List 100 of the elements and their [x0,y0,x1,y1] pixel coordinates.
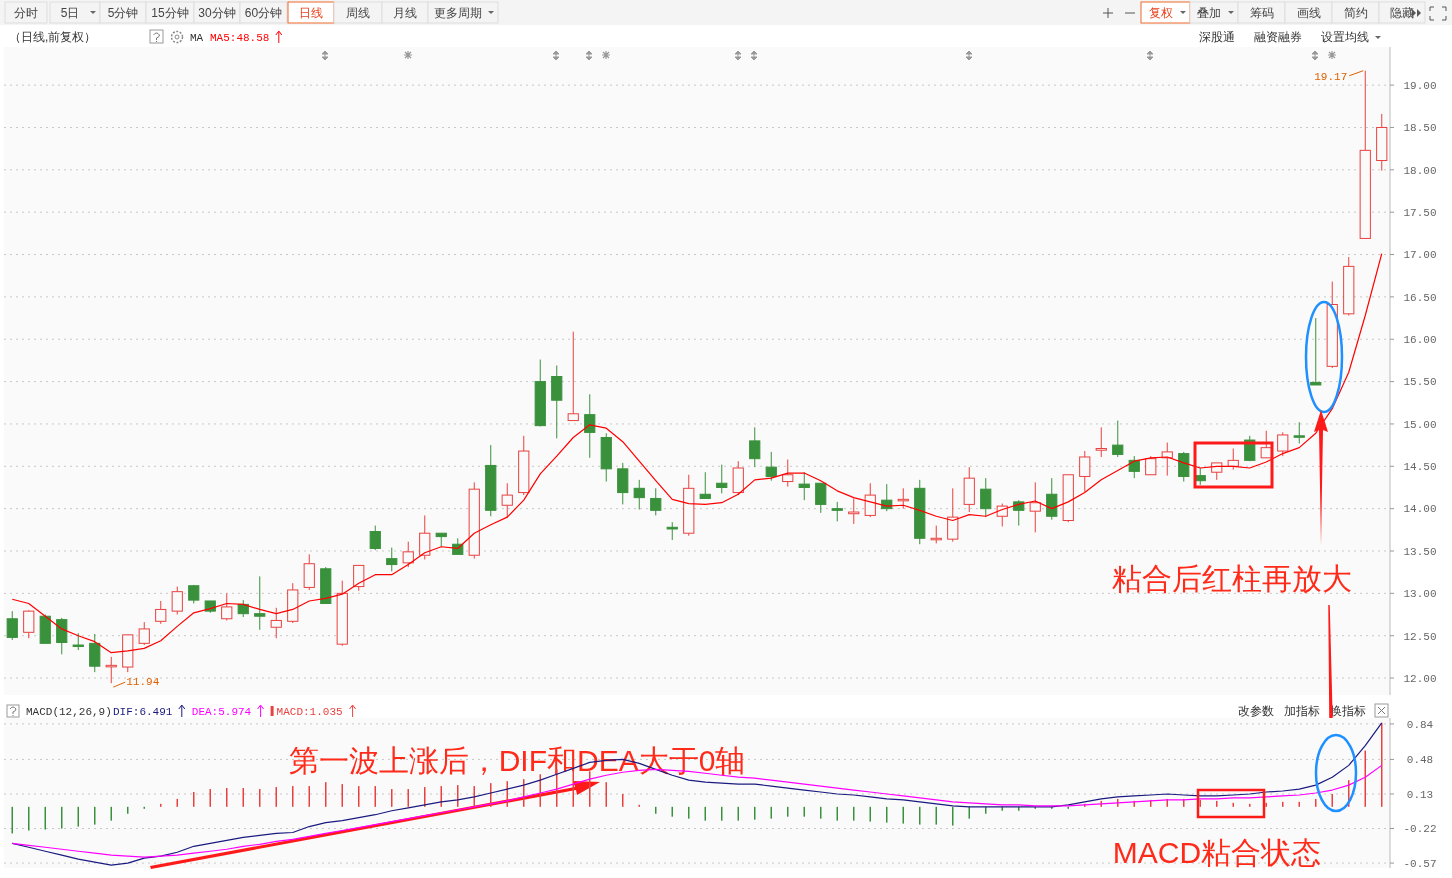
candlestick [1277,431,1289,457]
candlestick [831,501,843,522]
chart-title: MACD(12,26,9) [26,705,112,718]
candlestick [1310,317,1322,386]
annotation: 粘合后红柱再放大 [1112,561,1352,595]
candlestick [23,609,35,639]
y-tick-label: -0.57 [1403,857,1437,870]
y-tick-label: 12.50 [1403,630,1437,643]
line-series [11,253,1383,654]
candlestick [270,607,282,639]
chart-subtitle: MA [190,31,204,44]
candlestick [1145,455,1157,476]
candlestick [138,621,150,646]
text: 叠加 [1197,6,1221,21]
text: 筹码 [1249,6,1274,21]
y-tick-label: 12.00 [1403,672,1437,685]
y-tick-label: 13.50 [1403,545,1437,558]
candlestick [501,482,513,519]
candlestick [551,364,563,439]
text: 复权 [1148,6,1173,21]
text: 设置均线 [1321,30,1369,45]
text: 30分钟 [198,6,236,21]
legend-label: MACD:1.035 [276,705,343,718]
candlestick [1112,420,1124,458]
candlestick [864,482,876,518]
candlestick [254,575,266,631]
candlestick [1293,421,1305,444]
candlestick [171,586,183,616]
text: 深股通 [1199,30,1235,45]
candlestick [980,477,992,518]
text: 更多周期 [434,6,482,21]
text: 隐藏 [1390,6,1414,21]
candlestick [1178,451,1190,483]
candlestick [782,459,794,488]
candlestick [419,514,431,560]
candlestick [798,471,810,501]
y-tick-label: 14.00 [1403,503,1437,516]
text: 月线 [393,6,417,21]
legend-label: DIF:6.491 [113,705,173,718]
candlestick [221,592,233,621]
candlestick [1095,426,1107,458]
candlestick [567,331,579,422]
candlestick [749,426,761,468]
candlestick [716,464,728,494]
candlestick [1128,455,1140,479]
annotation: 11.94 [126,675,160,688]
annotation: MACD粘合状态 [1112,835,1322,869]
candlestick [1046,477,1058,521]
annotation: 换指标 [1330,704,1366,719]
text: 画线 [1296,6,1321,21]
text: 5日 [60,6,80,21]
candlestick [633,479,645,510]
legend-label: DEA:5.974 [191,705,252,718]
candlestick [303,553,315,591]
candlestick [155,600,167,625]
y-tick-label: 17.00 [1403,249,1437,262]
candlestick [89,633,101,673]
candlestick [105,656,117,684]
y-tick-label: 16.00 [1403,334,1437,347]
text: 5分钟 [107,6,139,21]
y-tick-label: 15.50 [1403,376,1437,389]
chart-title: （日线,前复权） [9,30,97,45]
text: 60分钟 [244,6,283,21]
y-tick-label: -0.22 [1403,823,1437,836]
candlestick [815,482,827,514]
y-tick-label: 16.50 [1403,291,1437,304]
candlestick [386,547,398,572]
line-series [11,722,1383,866]
candlestick [1260,430,1272,459]
legend-label: MA5:48.58 [210,31,270,44]
candlestick [584,393,596,459]
candlestick [947,487,959,543]
candlestick [1227,448,1239,471]
candlestick [56,617,68,655]
candlestick [699,471,711,499]
candlestick [650,487,662,516]
y-tick-label: 17.50 [1403,207,1437,220]
y-tick-label: 0.84 [1406,718,1434,731]
text: 分时 [14,6,38,21]
text: 简约 [1343,6,1368,21]
candlestick [765,451,777,482]
annotation: 改参数 [1238,704,1274,719]
y-tick-label: 18.50 [1403,122,1437,135]
y-tick-label: 15.00 [1403,418,1437,431]
annotation: 加指标 [1284,704,1320,719]
y-tick-label: 0.13 [1406,788,1434,801]
y-tick-label: 0.48 [1406,754,1434,767]
candlestick [369,525,381,551]
candlestick [848,497,860,525]
text: 15分钟 [151,6,189,21]
text: 融资融券 [1254,30,1302,45]
y-tick-label: 18.00 [1403,164,1437,177]
candlestick [402,541,414,568]
y-tick-label: 19.00 [1403,79,1437,92]
candlestick [1079,450,1091,493]
candlestick [353,564,365,592]
y-tick-label: 14.50 [1403,461,1437,474]
annotation: 19.17 [1314,70,1348,83]
text: 周线 [346,6,370,21]
y-tick-label: 13.00 [1403,588,1437,601]
